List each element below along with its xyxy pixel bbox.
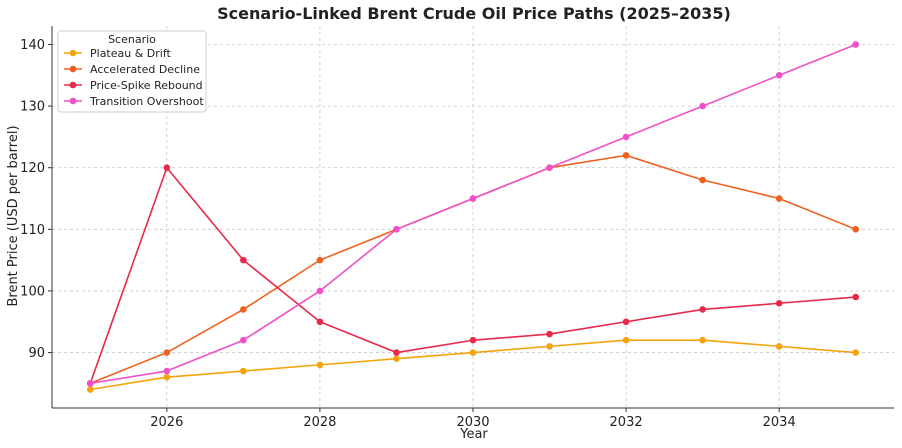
data-point — [775, 299, 783, 307]
data-point — [163, 349, 171, 356]
data-point — [852, 349, 860, 356]
legend-label: Transition Overshoot — [89, 95, 204, 108]
series-plateau-drift — [86, 336, 860, 393]
legend-label: Plateau & Drift — [90, 47, 172, 60]
data-point — [775, 195, 783, 202]
data-point — [393, 349, 400, 356]
legend-swatch-marker — [69, 65, 77, 73]
legend-label: Accelerated Decline — [90, 63, 200, 76]
data-point — [86, 386, 94, 393]
y-axis-label: Brent Price (USD per barrel) — [6, 125, 21, 306]
data-point — [852, 41, 860, 48]
data-point — [86, 380, 94, 387]
x-axis-label: Year — [459, 427, 488, 442]
legend-swatch-marker — [69, 81, 77, 89]
data-point — [163, 367, 171, 375]
y-tick-label: 90 — [28, 346, 45, 361]
x-tick-label: 2032 — [610, 415, 643, 430]
y-tick-label: 100 — [20, 284, 45, 299]
data-point — [469, 336, 477, 344]
data-point — [699, 102, 706, 110]
x-tick-label: 2030 — [456, 415, 489, 430]
legend-swatch-marker — [69, 97, 77, 105]
data-point — [316, 361, 324, 369]
series-price-spike-rebound — [86, 164, 860, 387]
data-point — [240, 336, 247, 344]
x-tick-label: 2028 — [303, 415, 336, 430]
data-point — [469, 195, 477, 202]
x-tick-label: 2034 — [763, 415, 796, 430]
data-point — [316, 256, 324, 264]
data-point — [393, 355, 400, 363]
series-transition-overshoot — [86, 41, 860, 387]
data-point — [699, 336, 706, 344]
legend-item: Price-Spike Rebound — [64, 79, 203, 92]
data-point — [469, 349, 477, 356]
legend-box — [57, 30, 207, 113]
y-tick-label: 130 — [20, 100, 45, 115]
data-point — [316, 287, 324, 295]
y-tick-label: 140 — [20, 38, 45, 53]
legend-label: Price-Spike Rebound — [90, 79, 203, 92]
y-tick-label: 120 — [20, 161, 45, 176]
y-tick-label: 110 — [20, 223, 45, 238]
data-point — [240, 256, 247, 264]
data-point — [163, 373, 171, 381]
data-point — [163, 164, 171, 172]
chart-title: Scenario-Linked Brent Crude Oil Price Pa… — [217, 4, 731, 23]
data-point — [546, 330, 553, 338]
data-point — [393, 226, 400, 233]
data-point — [775, 71, 783, 79]
series-layer — [86, 41, 860, 393]
data-point — [852, 293, 860, 301]
data-point — [699, 176, 706, 184]
data-point — [775, 343, 783, 350]
data-point — [852, 226, 860, 233]
data-point — [622, 318, 630, 326]
legend-item: Plateau & Drift — [64, 47, 172, 60]
axes: 90 100 110 120 130 140 2026 2028 2030 2032 2034 — [20, 26, 894, 430]
data-point — [622, 133, 630, 141]
data-point — [240, 367, 247, 375]
legend-title: Scenario — [108, 33, 156, 46]
x-tick-label: 2026 — [150, 415, 183, 430]
data-point — [546, 164, 553, 172]
data-point — [240, 306, 247, 313]
data-point — [699, 306, 706, 313]
legend-swatch-marker — [69, 49, 77, 57]
legend-item: Transition Overshoot — [64, 95, 204, 108]
data-point — [316, 318, 324, 326]
legend-item: Accelerated Decline — [64, 63, 200, 76]
data-point — [622, 152, 630, 159]
data-point — [546, 343, 553, 350]
data-point — [622, 336, 630, 344]
